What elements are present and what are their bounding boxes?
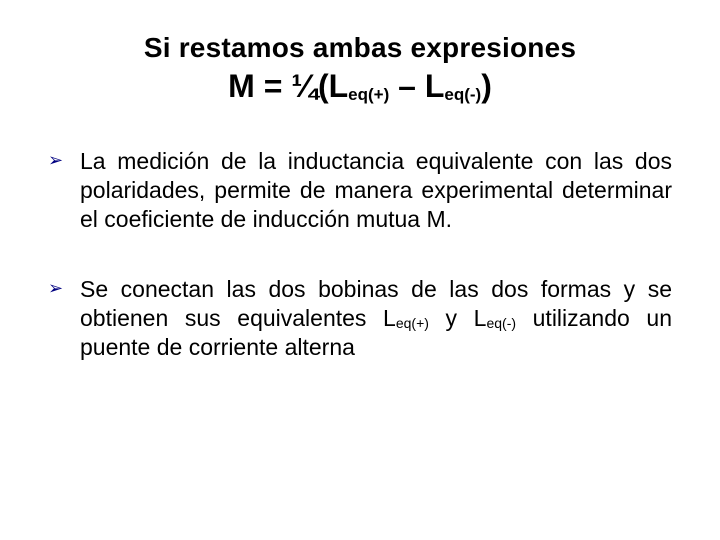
equation: M = ¼(Leq(+) – Leq(-)) xyxy=(48,68,672,105)
equation-mid: – L xyxy=(389,68,444,104)
list-item: Se conectan las dos bobinas de las dos f… xyxy=(48,275,672,361)
slide-title: Si restamos ambas expresiones xyxy=(48,32,672,64)
equation-open: (L xyxy=(318,68,348,104)
equation-lhs: M = xyxy=(228,68,291,104)
equation-sub1: eq(+) xyxy=(348,85,389,104)
bullet-sub1: eq(+) xyxy=(396,315,429,331)
bullet-list: La medición de la inductancia equivalent… xyxy=(48,147,672,362)
bullet-mid: y L xyxy=(429,305,487,331)
equation-frac: ¼ xyxy=(291,68,318,104)
equation-sub2: eq(-) xyxy=(444,85,481,104)
bullet-sub2: eq(-) xyxy=(486,315,516,331)
list-item: La medición de la inductancia equivalent… xyxy=(48,147,672,233)
bullet-text: La medición de la inductancia equivalent… xyxy=(80,148,672,232)
equation-close: ) xyxy=(481,68,492,104)
